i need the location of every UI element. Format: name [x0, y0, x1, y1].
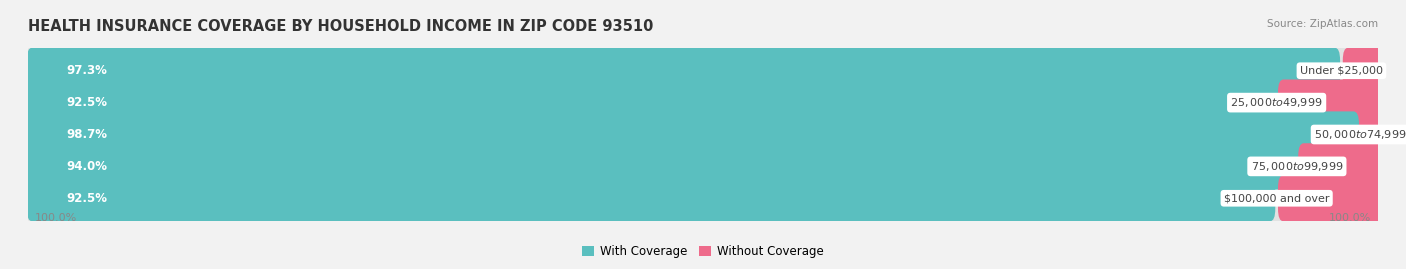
- Text: $75,000 to $99,999: $75,000 to $99,999: [1251, 160, 1343, 173]
- Text: 98.7%: 98.7%: [66, 128, 107, 141]
- Text: 100.0%: 100.0%: [35, 213, 77, 223]
- FancyBboxPatch shape: [27, 111, 1360, 158]
- Text: 92.5%: 92.5%: [66, 96, 107, 109]
- Text: 97.3%: 97.3%: [66, 64, 107, 77]
- FancyBboxPatch shape: [27, 173, 1379, 223]
- Text: 94.0%: 94.0%: [66, 160, 107, 173]
- Text: $25,000 to $49,999: $25,000 to $49,999: [1230, 96, 1323, 109]
- Text: Under $25,000: Under $25,000: [1301, 66, 1384, 76]
- Text: 100.0%: 100.0%: [1329, 213, 1371, 223]
- FancyBboxPatch shape: [27, 46, 1379, 96]
- Text: HEALTH INSURANCE COVERAGE BY HOUSEHOLD INCOME IN ZIP CODE 93510: HEALTH INSURANCE COVERAGE BY HOUSEHOLD I…: [28, 19, 654, 34]
- FancyBboxPatch shape: [1278, 80, 1406, 126]
- FancyBboxPatch shape: [27, 48, 1340, 94]
- Legend: With Coverage, Without Coverage: With Coverage, Without Coverage: [578, 240, 828, 263]
- FancyBboxPatch shape: [27, 143, 1295, 189]
- FancyBboxPatch shape: [27, 141, 1379, 192]
- FancyBboxPatch shape: [1278, 175, 1406, 221]
- FancyBboxPatch shape: [27, 80, 1275, 126]
- Text: Source: ZipAtlas.com: Source: ZipAtlas.com: [1267, 19, 1378, 29]
- FancyBboxPatch shape: [27, 77, 1379, 128]
- FancyBboxPatch shape: [1343, 48, 1406, 94]
- Text: $50,000 to $74,999: $50,000 to $74,999: [1315, 128, 1406, 141]
- FancyBboxPatch shape: [27, 109, 1379, 160]
- Text: 92.5%: 92.5%: [66, 192, 107, 205]
- FancyBboxPatch shape: [27, 175, 1275, 221]
- Text: $100,000 and over: $100,000 and over: [1223, 193, 1330, 203]
- FancyBboxPatch shape: [1361, 111, 1405, 158]
- FancyBboxPatch shape: [1298, 143, 1406, 189]
